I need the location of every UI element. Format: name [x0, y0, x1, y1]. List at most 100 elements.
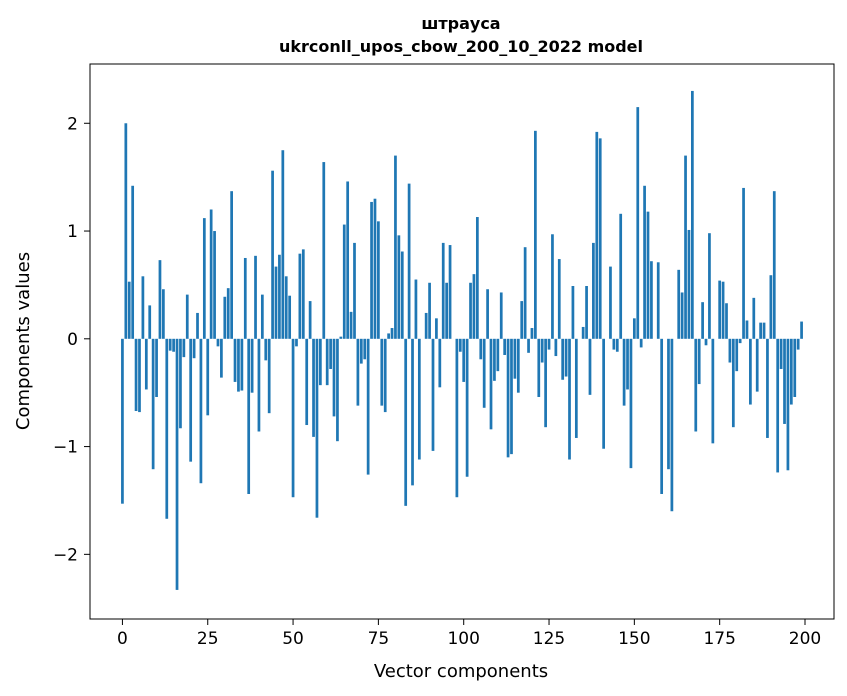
bar-154 [646, 211, 650, 339]
bar-106 [482, 338, 486, 408]
x-tick-label: 150 [618, 629, 650, 649]
bar-160 [667, 338, 670, 470]
bar-188 [762, 322, 766, 339]
bar-157 [656, 262, 660, 339]
bar-87 [417, 338, 421, 460]
bar-124 [544, 338, 547, 428]
y-tick-label: −2 [53, 545, 78, 565]
bar-126 [551, 234, 554, 339]
bar-93 [438, 338, 442, 388]
bar-45 [274, 266, 278, 339]
bar-70 [359, 338, 363, 364]
bar-192 [776, 338, 780, 473]
bar-6 [141, 276, 145, 339]
bar-127 [554, 338, 558, 357]
bar-18 [182, 338, 186, 358]
bar-73 [370, 201, 373, 339]
bar-82 [400, 251, 404, 339]
bar-76 [380, 338, 384, 406]
bar-57 [315, 338, 319, 518]
bar-158 [660, 338, 664, 494]
bar-16 [175, 338, 179, 590]
bar-36 [243, 257, 247, 339]
x-tick-label: 100 [447, 629, 479, 649]
x-tick-label: 200 [789, 629, 821, 649]
bar-52 [298, 253, 302, 339]
bar-184 [749, 338, 752, 405]
bar-115 [513, 338, 517, 379]
bar-3 [131, 185, 135, 339]
bar-197 [793, 338, 797, 397]
bar-108 [489, 338, 493, 430]
bar-110 [496, 338, 500, 372]
bar-60 [325, 338, 329, 386]
bar-166 [687, 229, 691, 339]
bar-137 [588, 338, 592, 395]
bar-0 [121, 338, 124, 504]
bar-41 [260, 294, 264, 339]
bar-151 [636, 107, 640, 339]
bar-20 [189, 338, 193, 462]
bar-109 [493, 338, 496, 381]
bar-170 [701, 302, 704, 339]
bar-145 [615, 338, 619, 352]
bar-28 [216, 338, 220, 347]
bar-9 [151, 338, 155, 470]
chart-title-line-2: ukrconll_upos_cbow_200_10_2022 model [279, 37, 643, 56]
bar-80 [394, 155, 397, 339]
bar-113 [506, 338, 510, 458]
bar-7 [144, 338, 148, 390]
bar-198 [796, 338, 800, 350]
bar-86 [414, 279, 418, 339]
bar-187 [759, 322, 762, 339]
bar-120 [530, 328, 534, 339]
bar-54 [305, 338, 309, 426]
bar-90 [428, 282, 431, 339]
bar-89 [424, 312, 428, 339]
bar-25 [206, 338, 210, 416]
bar-78 [387, 333, 390, 339]
bar-35 [240, 338, 244, 391]
bar-181 [738, 338, 742, 344]
bar-183 [745, 320, 749, 339]
y-axis-label: Components values [13, 252, 34, 430]
bar-191 [772, 191, 776, 339]
bar-129 [561, 338, 565, 380]
bar-144 [612, 338, 616, 350]
bar-146 [619, 213, 623, 339]
bar-130 [564, 338, 568, 377]
bar-53 [301, 249, 305, 339]
bar-177 [725, 303, 728, 339]
bar-64 [339, 336, 343, 339]
bar-11 [158, 260, 162, 339]
bar-169 [697, 338, 701, 385]
y-tick-label: −1 [53, 438, 78, 458]
bar-69 [356, 338, 360, 406]
bar-2 [127, 281, 131, 339]
bar-23 [199, 338, 203, 484]
bar-24 [202, 218, 206, 339]
bar-30 [223, 296, 227, 339]
bar-193 [779, 338, 783, 369]
bar-67 [349, 311, 353, 339]
x-axis-ticks: 0 25 50 75 100 125 150 175 200 [117, 619, 821, 649]
bar-91 [431, 338, 435, 451]
bar-10 [155, 338, 158, 397]
bar-56 [312, 338, 315, 437]
bar-37 [247, 338, 251, 494]
bar-99 [458, 338, 462, 352]
bar-150 [632, 318, 636, 339]
bar-63 [336, 338, 339, 442]
bar-12 [162, 289, 165, 339]
bar-172 [708, 233, 711, 339]
bar-131 [568, 338, 571, 460]
bar-31 [226, 288, 230, 339]
bar-84 [407, 183, 411, 339]
bar-48 [284, 276, 288, 339]
bar-65 [342, 224, 346, 339]
bar-163 [677, 269, 681, 339]
y-tick-label: 1 [67, 222, 78, 242]
bar-133 [574, 338, 578, 438]
bar-62 [332, 338, 336, 417]
